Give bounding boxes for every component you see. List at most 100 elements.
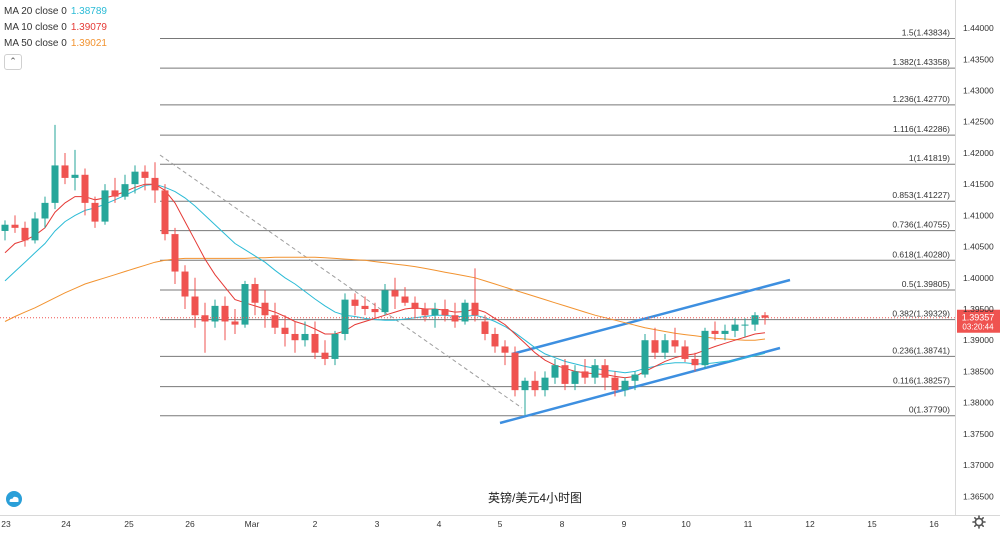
candle	[51, 124, 59, 210]
candle	[491, 327, 499, 353]
candle	[211, 299, 219, 328]
candle	[321, 340, 329, 366]
candle	[151, 162, 159, 203]
candle	[121, 174, 129, 200]
candle	[561, 358, 569, 391]
candle-body	[631, 374, 639, 381]
fib-level-label: 0.116(1.38257)	[893, 376, 950, 386]
fibonacci-retracement[interactable]: 1.5(1.43834) 1.382(1.43358) 1.236(1.42770)…	[160, 27, 955, 417]
candle-body	[541, 377, 549, 391]
candle-body	[151, 177, 159, 191]
candle	[741, 318, 749, 338]
candle	[531, 371, 539, 397]
y-tick-label: 1.37000	[963, 460, 994, 470]
candle	[761, 312, 769, 325]
candle	[641, 333, 649, 378]
candle-body	[451, 315, 459, 322]
candle	[431, 302, 439, 328]
legend-ma10[interactable]: MA 10 close 0 1.39079	[4, 20, 107, 36]
candle	[101, 184, 109, 225]
candle-body	[311, 333, 319, 353]
candle	[381, 284, 389, 316]
y-tick-label: 1.36500	[963, 491, 994, 501]
fib-level-label: 1.116(1.42286)	[893, 124, 950, 134]
price-tag-value: 1.39357	[962, 313, 995, 323]
candle	[371, 302, 379, 319]
candle-body	[721, 330, 729, 334]
legend-ma50-label: MA 50 close 0	[4, 38, 67, 49]
candle	[521, 377, 529, 416]
candle	[161, 184, 169, 241]
fib-level-label: 0(1.37790)	[909, 405, 950, 415]
candle	[581, 358, 589, 384]
time-axis[interactable]: 23 24 25 26 Mar 2 3 4 5 8 9 10 11 12 15 16	[0, 515, 1000, 530]
candle	[81, 168, 89, 216]
candle	[481, 315, 489, 341]
ma20-line	[4, 183, 766, 374]
candle	[291, 321, 299, 353]
candle-body	[761, 315, 769, 318]
indicator-legend: MA 20 close 0 1.38789 MA 10 close 0 1.39…	[4, 4, 107, 70]
y-tick-label: 1.39500	[963, 304, 994, 314]
candle-body	[61, 165, 69, 178]
candle	[621, 377, 629, 397]
candle	[461, 299, 469, 325]
candle-body	[11, 224, 19, 228]
chevron-up-icon[interactable]: ⌃	[4, 54, 22, 70]
candle	[311, 321, 319, 359]
candle	[731, 318, 739, 338]
legend-ma50-value: 1.39021	[70, 38, 107, 49]
candle	[111, 177, 119, 203]
candle-body	[531, 380, 539, 391]
moving-averages	[4, 183, 766, 379]
fib-level-label: 0.5(1.39805)	[902, 279, 950, 289]
candle-body	[411, 302, 419, 309]
candle-body	[261, 302, 269, 316]
chart-title: 英镑/美元4小时图	[488, 490, 582, 505]
candle-body	[121, 184, 129, 197]
legend-ma20[interactable]: MA 20 close 0 1.38789	[4, 4, 107, 20]
price-tag	[957, 309, 1000, 333]
candle-body	[1, 224, 9, 231]
candle	[661, 333, 669, 359]
channel-upper-line[interactable]	[511, 278, 791, 356]
candle	[231, 309, 239, 334]
candle	[251, 277, 259, 316]
fib-trend-dashed-line[interactable]	[159, 154, 523, 409]
candle-body	[731, 324, 739, 331]
candle	[511, 346, 519, 397]
candle-body	[711, 330, 719, 334]
x-tick-label: 3	[375, 519, 380, 529]
candle	[651, 327, 659, 359]
candle-body	[741, 324, 749, 326]
candle	[471, 268, 479, 322]
candle-body	[691, 358, 699, 366]
candle-body	[71, 174, 79, 178]
fib-level-label: 0.618(1.40280)	[892, 249, 950, 259]
legend-ma50[interactable]: MA 50 close 0 1.39021	[4, 36, 107, 52]
candle-body	[141, 171, 149, 178]
candle-body	[81, 174, 89, 203]
candle-body	[661, 340, 669, 353]
candle	[591, 358, 599, 384]
candle-body	[671, 340, 679, 347]
fib-level-label: 1.382(1.43358)	[892, 57, 950, 67]
candle-body	[351, 299, 359, 306]
x-tick-label: 12	[805, 519, 815, 529]
candle-body	[461, 302, 469, 322]
cloud-logo-icon[interactable]	[6, 491, 22, 507]
legend-ma10-value: 1.39079	[70, 22, 107, 33]
candle-body	[361, 305, 369, 309]
price-axis[interactable]: 1.36500 1.37000 1.37500 1.38000 1.38500 1.390…	[955, 0, 994, 515]
gear-icon[interactable]	[972, 515, 986, 529]
candle	[301, 321, 309, 347]
candle-body	[601, 365, 609, 378]
candle-body	[281, 327, 289, 334]
candle-body	[551, 365, 559, 378]
candle	[241, 280, 249, 328]
candle	[61, 152, 69, 185]
x-tick-label: 26	[185, 519, 195, 529]
x-tick-label: 8	[560, 519, 565, 529]
